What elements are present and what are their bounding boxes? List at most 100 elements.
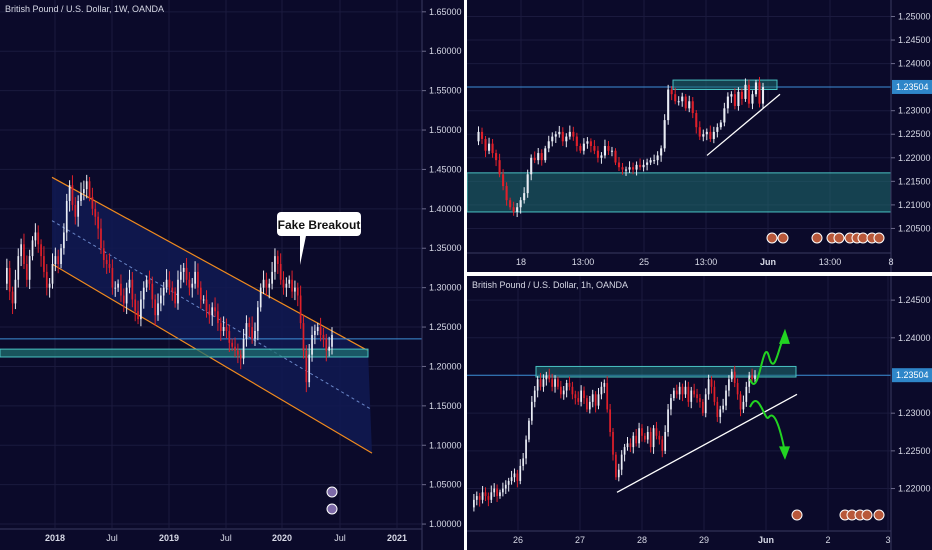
candle-body [629,443,632,448]
candle-body [674,94,677,102]
candle-body [638,428,640,444]
candle-body [254,330,256,339]
candle-body [617,469,620,478]
candle-body [519,200,522,208]
candle-body [545,375,548,380]
candle-body [575,136,578,147]
candle-body [31,240,34,257]
candle-body [28,256,31,280]
candle-body [713,386,716,402]
event-marker-icon [873,509,885,521]
candle-body [239,354,242,359]
candle-body [603,146,607,156]
time-tick-label: 26 [513,535,523,545]
candle-body [194,271,196,284]
candle-body [134,299,137,312]
panel-divider-horizontal[interactable] [467,272,932,276]
candle-body [574,394,577,399]
candle-body [191,283,194,288]
candle-body [565,136,568,142]
candle-body [612,432,614,455]
candle-body [516,207,519,212]
candle-body [120,283,122,296]
panel-divider-vertical[interactable] [464,0,467,550]
candle-body [551,136,554,142]
weekly-chart-title: British Pound / U.S. Dollar, 1W, OANDA [5,4,165,14]
candle-body [151,283,154,300]
candle-body [208,311,211,316]
candle-body [502,488,504,493]
candle-body [635,164,638,170]
candle-body [288,279,291,284]
demand-zone [467,172,892,213]
candle-body [325,338,328,351]
top-right-chart[interactable]: 1.25000 1.24500 1.24000 1.23504 1.23000 1.225… [467,0,932,272]
ascending-trendline [706,93,781,156]
candle-body [97,216,99,229]
candle-body [684,386,687,395]
candle-body [145,279,148,288]
candle-body [635,435,638,444]
candle-body [526,174,529,194]
price-tick-label: 1.23000 [898,106,931,116]
candle-body [607,146,610,151]
time-tick-label: 8 [888,257,893,267]
support-zone [0,348,369,358]
time-tick-label: Jul [106,533,118,543]
candle-body [237,350,239,355]
candle-body [677,101,680,103]
hourly-chart-panel[interactable]: 1.24500 1.24000 1.23504 1.23000 1.22500 1.220… [467,276,932,550]
last-price-badge [892,79,932,94]
candle-body [702,134,705,137]
weekly-chart-panel[interactable]: Fake Breakout 1.65000 1.60000 1.55000 1.5000… [0,0,464,550]
candle-body [60,248,62,264]
candle-body [271,271,273,284]
candle-body [509,200,512,208]
candle-body [331,334,333,347]
candle-body [658,435,661,440]
weekly-chart[interactable]: Fake Breakout 1.65000 1.60000 1.55000 1.5000… [0,0,464,550]
candle-body [48,283,51,288]
candle-body [615,454,617,478]
four-hour-chart-panel[interactable]: 1.25000 1.24500 1.24000 1.23504 1.23000 1.225… [467,0,932,272]
price-tick-label: 1.40000 [429,204,462,214]
price-tick-label: 1.23000 [898,408,931,418]
candle-body [507,481,510,485]
candle-body [328,346,331,351]
candle-body [623,447,626,455]
candle-body [540,153,543,161]
candle-body [547,141,550,149]
price-tick-label: 1.20000 [429,361,462,371]
candle-body [197,271,199,288]
candle-body [539,379,542,387]
candle-body [291,279,293,292]
candle-body [571,386,574,395]
candle-body [644,435,646,440]
candle-body [747,84,751,104]
time-tick-label: Jul [220,533,232,543]
candle-body [530,157,533,175]
candle-body [661,439,664,451]
candle-body [562,390,565,395]
candle-body [754,82,758,95]
candle-body [25,264,28,280]
candle-body [653,160,656,162]
candle-body [484,138,487,151]
candle-body [8,267,11,292]
last-price-label: 1.23504 [896,370,929,380]
event-marker-icon [326,503,338,515]
candle-body [754,375,756,380]
candle-body [533,390,536,402]
hourly-chart[interactable]: 1.24500 1.24000 1.23504 1.23000 1.22500 1.220… [467,276,932,550]
candle-body [742,401,745,410]
price-tick-label: 1.10000 [429,440,462,450]
candle-body [675,390,678,395]
candle-body [231,342,234,347]
hourly-chart-title: British Pound / U.S. Dollar, 1h, OANDA [472,280,629,290]
candle-body [723,108,726,123]
time-tick-label: 2018 [45,533,65,543]
candle-body [510,477,513,482]
candle-body [558,131,561,135]
candle-body [751,94,754,104]
candle-body [736,383,739,395]
